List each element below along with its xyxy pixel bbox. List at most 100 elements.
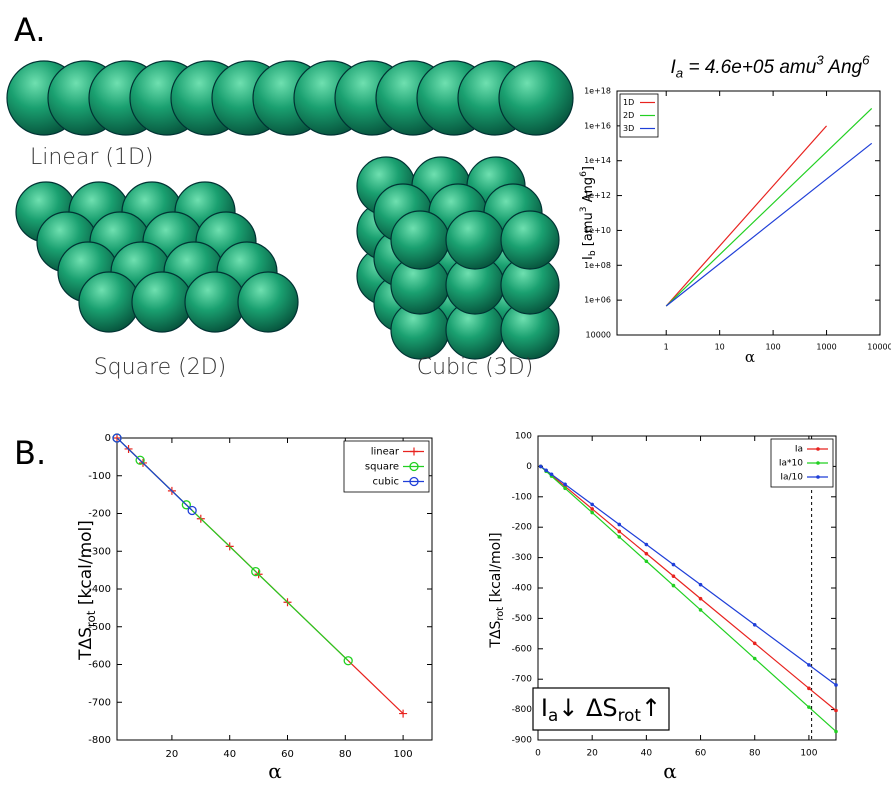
x-tick-label: 20 (166, 749, 179, 760)
x-tick-label: 20 (586, 749, 598, 759)
legend-label: 1D (623, 98, 634, 107)
y-tick-label: -600 (88, 660, 111, 671)
marker (807, 663, 811, 667)
series-line (666, 108, 872, 306)
y-tick-label: -300 (512, 553, 533, 563)
marker (753, 642, 757, 646)
series-line (541, 466, 836, 710)
label-part: α (745, 348, 755, 366)
y-tick-label: -600 (512, 644, 533, 654)
x-tick-label: 1 (664, 343, 669, 352)
sphere (238, 272, 298, 332)
figure: A. B. Linear (1D) Square (2D) Cubic (3D)… (0, 0, 891, 786)
y-tick-label: -500 (512, 614, 533, 624)
label-part: TΔS (76, 627, 96, 661)
x-tick-label: 0 (535, 749, 541, 759)
sphere (499, 61, 573, 135)
y-tick-label: 1e+18 (584, 87, 611, 96)
legend-label: square (365, 462, 399, 473)
marker (672, 563, 676, 567)
illustration-label: Cubic (3D) (417, 355, 534, 380)
marker (617, 523, 621, 527)
marker (699, 583, 703, 587)
label-part: α (663, 759, 677, 783)
marker (834, 709, 838, 713)
y-tick-label: 10000 (586, 331, 611, 340)
marker (539, 465, 543, 469)
legend-label: 3D (623, 124, 634, 133)
sphere (132, 272, 192, 332)
marker (699, 597, 703, 601)
marker (617, 535, 621, 539)
x-tick-label: 1000 (816, 343, 836, 352)
x-axis-label: α (745, 348, 755, 366)
legend-label: linear (371, 447, 400, 458)
label-part: [kcal/mol] (488, 532, 504, 606)
y-tick-label: -700 (88, 697, 111, 708)
sphere (446, 211, 504, 269)
label-part: [kcal/mol] (76, 520, 96, 610)
marker (816, 447, 820, 451)
y-tick-label: 0 (105, 433, 111, 444)
y-tick-label: -900 (512, 736, 533, 746)
marker (807, 687, 811, 691)
y-tick-label: -200 (88, 509, 111, 520)
marker (544, 469, 548, 473)
y-tick-label: 1e+06 (584, 296, 611, 305)
sphere-illustration (7, 61, 573, 359)
label-part: TΔS (488, 620, 504, 648)
x-tick-label: 80 (339, 749, 352, 760)
x-tick-label: 10000 (867, 343, 891, 352)
marker (753, 623, 757, 627)
y-tick-label: -100 (88, 471, 111, 482)
y-tick-label: -700 (512, 675, 533, 685)
marker (834, 683, 838, 687)
label-part: Ang (581, 177, 596, 207)
series-line (541, 466, 836, 685)
sphere (501, 211, 559, 269)
marker (617, 530, 621, 534)
marker (590, 503, 594, 507)
marker (645, 552, 649, 556)
label-part: Ang (824, 57, 863, 78)
annotation: Ia↓ ΔSrot↑ (541, 694, 661, 725)
label-part: rot (84, 610, 98, 627)
chart-title: Ia = 4.6e+05 amu3 Ang6 (671, 52, 871, 80)
series-line (666, 143, 872, 306)
sphere (391, 211, 449, 269)
x-tick-label: 40 (223, 749, 236, 760)
marker (816, 475, 820, 479)
marker (563, 486, 567, 490)
x-tick-label: 100 (394, 749, 413, 760)
legend-label: Ia*10 (779, 459, 803, 469)
illustration-label: Square (2D) (94, 355, 227, 380)
x-axis-label: α (663, 759, 677, 783)
label-part: a (548, 705, 558, 725)
legend-label: Ia (795, 445, 803, 455)
panel-label: B. (14, 434, 46, 472)
y-axis-label: TΔSrot [kcal/mol] (76, 520, 98, 661)
series-line (117, 438, 192, 510)
marker (550, 473, 554, 477)
label-part: ↓ ΔS (558, 694, 617, 722)
marker (590, 511, 594, 515)
x-tick-label: 100 (765, 343, 780, 352)
marker (645, 543, 649, 547)
marker (645, 559, 649, 563)
y-tick-label: -800 (512, 705, 533, 715)
marker (672, 574, 676, 578)
y-axis-label: Ib [amu3 Ang6] (578, 166, 597, 260)
y-tick-label: 1e+08 (584, 261, 611, 270)
legend-label: 2D (623, 111, 634, 120)
legend-label: cubic (373, 477, 399, 488)
marker (672, 584, 676, 588)
x-tick-label: 100 (800, 749, 817, 759)
y-tick-label: 100 (515, 432, 532, 442)
label-part: ↑ (641, 694, 661, 722)
y-axis-label: TΔSrot [kcal/mol] (488, 532, 506, 648)
series-line (666, 126, 826, 306)
label-part: α (268, 759, 282, 783)
page: A. B. Linear (1D) Square (2D) Cubic (3D)… (0, 0, 891, 786)
legend-label: Ia/10 (780, 473, 803, 483)
y-tick-label: -100 (512, 492, 533, 502)
